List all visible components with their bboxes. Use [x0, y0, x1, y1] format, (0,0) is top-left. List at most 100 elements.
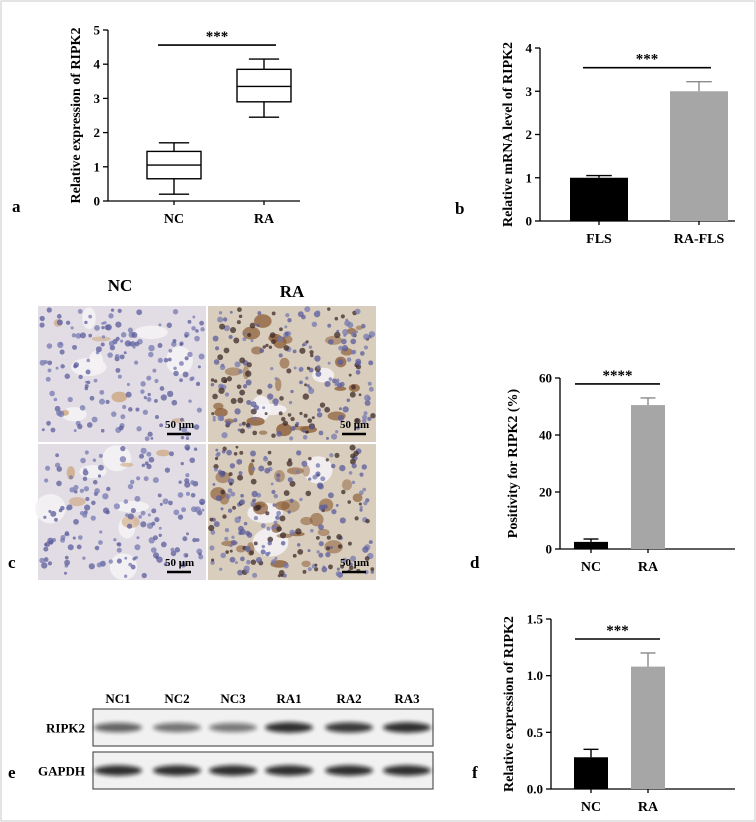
- nucleus: [181, 426, 188, 433]
- nucleus: [296, 450, 302, 456]
- nucleus: [237, 307, 242, 312]
- nucleus: [154, 517, 160, 523]
- nucleus: [119, 354, 125, 360]
- nucleus: [278, 353, 283, 358]
- nucleus: [136, 426, 142, 432]
- nucleus: [166, 322, 172, 328]
- vacuole: [113, 500, 150, 513]
- nucleus: [64, 555, 69, 560]
- nucleus: [93, 378, 98, 383]
- nucleus: [355, 364, 362, 370]
- nucleus: [239, 499, 246, 505]
- nucleus: [297, 548, 304, 555]
- nucleus: [163, 357, 169, 363]
- nucleus: [238, 314, 243, 319]
- nucleus: [209, 517, 214, 522]
- nucleus: [301, 460, 308, 467]
- nucleus: [223, 379, 228, 384]
- nucleus: [250, 478, 257, 485]
- nucleus: [277, 335, 284, 343]
- lane-label: NC3: [220, 691, 246, 706]
- nucleus: [304, 306, 311, 313]
- nucleus: [252, 430, 258, 436]
- nucleus: [180, 561, 187, 568]
- nucleus: [115, 367, 121, 373]
- nucleus: [55, 453, 59, 458]
- nucleus: [101, 321, 105, 325]
- bar: [570, 177, 628, 221]
- nucleus: [72, 536, 76, 540]
- panel-letter: c: [8, 553, 16, 572]
- nucleus: [141, 572, 147, 579]
- nucleus: [198, 353, 205, 360]
- nucleus: [238, 471, 243, 476]
- nucleus: [129, 479, 135, 485]
- nucleus: [213, 463, 219, 470]
- nucleus: [173, 509, 180, 516]
- nucleus: [346, 357, 352, 362]
- nucleus: [91, 500, 96, 506]
- nucleus: [267, 383, 273, 389]
- nucleus: [329, 546, 333, 549]
- nucleus: [251, 466, 256, 471]
- nucleus: [228, 472, 233, 477]
- nucleus: [359, 472, 364, 477]
- nucleus: [271, 489, 276, 495]
- nucleus: [267, 460, 273, 466]
- stain-patch: [317, 528, 330, 537]
- nucleus: [184, 356, 189, 361]
- micrograph-tile: 50 μm: [208, 306, 376, 442]
- nucleus: [365, 498, 370, 503]
- nucleus: [134, 495, 141, 502]
- nucleus: [100, 342, 105, 347]
- nucleus: [148, 351, 154, 358]
- stain-patch: [246, 416, 265, 426]
- bar: [631, 405, 665, 549]
- nucleus: [262, 406, 266, 410]
- nucleus: [276, 526, 282, 532]
- nucleus: [83, 486, 90, 492]
- blot-band: [209, 722, 257, 733]
- nucleus: [146, 397, 152, 402]
- nucleus: [47, 368, 52, 373]
- nucleus: [370, 413, 376, 419]
- nucleus: [130, 564, 136, 570]
- nucleus: [77, 535, 83, 540]
- nucleus: [190, 492, 196, 498]
- nucleus: [351, 463, 357, 469]
- nucleus: [122, 404, 127, 410]
- nucleus: [88, 314, 93, 319]
- nucleus: [215, 495, 223, 502]
- stain-patch: [301, 560, 311, 568]
- nucleus: [148, 344, 155, 352]
- nucleus: [128, 407, 133, 412]
- nucleus: [94, 545, 100, 551]
- nucleus: [367, 381, 372, 386]
- stain-patch: [224, 367, 242, 376]
- nucleus: [341, 345, 349, 352]
- nucleus: [80, 457, 86, 464]
- micrograph-tile: 50 μm: [35, 444, 206, 581]
- nucleus: [152, 477, 159, 484]
- nucleus: [295, 528, 302, 535]
- nucleus: [128, 562, 133, 567]
- nucleus: [136, 536, 140, 540]
- nucleus: [234, 561, 238, 565]
- nucleus: [229, 463, 236, 469]
- nucleus: [138, 453, 145, 459]
- nucleus: [363, 411, 368, 416]
- nucleus: [295, 421, 300, 426]
- nucleus: [350, 458, 356, 465]
- nucleus: [286, 368, 292, 374]
- nucleus: [257, 311, 262, 316]
- chart-panel-f: 0.0 0.5 1.0 1.5 NC RA Relative expression of R…: [472, 612, 735, 815]
- nucleus: [336, 382, 342, 388]
- nucleus: [308, 387, 315, 394]
- category-label: NC: [164, 212, 184, 227]
- nucleus: [358, 393, 362, 397]
- nucleus: [225, 550, 229, 554]
- nucleus: [362, 487, 367, 492]
- nucleus: [172, 309, 179, 315]
- nucleus: [314, 355, 321, 362]
- nucleus: [105, 399, 110, 404]
